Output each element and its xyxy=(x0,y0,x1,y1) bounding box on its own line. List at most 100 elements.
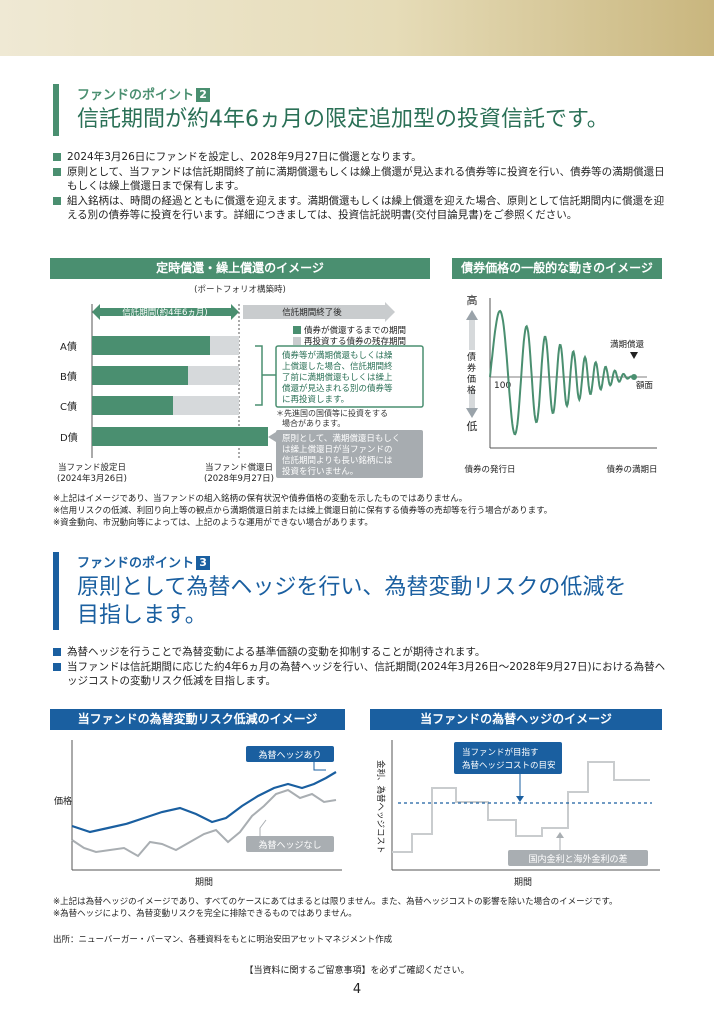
diff-label: 国内金利と海外金利の差 xyxy=(528,853,627,865)
note-line: ※上記は為替ヘッジのイメージであり、すべてのケースにあてはまるとは限りません。ま… xyxy=(53,897,618,907)
point3-label: ファンドのポイント 3 xyxy=(77,552,211,571)
point3-bullets: 為替ヘッジを行うことで為替変動による基準価額の変動を抑制することが期待されます。… xyxy=(53,645,668,689)
hedge-cost-chart-banner: 当ファンドの為替ヘッジのイメージ xyxy=(370,709,662,730)
legend-until: 債券が償還するまでの期間 xyxy=(304,325,406,336)
point2-accent-bar xyxy=(53,84,59,136)
callout1-line: 上償還した場合、信託期間終 xyxy=(282,361,393,372)
cost-xlabel: 期間 xyxy=(514,877,532,888)
unhedged-label-box xyxy=(246,836,334,852)
point3-heading-line: 原則として為替ヘッジを行い、為替変動リスクの低減を xyxy=(77,575,627,600)
callout1-box xyxy=(275,345,424,408)
callout1-text: 債券等が満期償還もしくは繰 上償還した場合、信託期間終 了前に満期償還もしくは繰… xyxy=(282,350,393,405)
callout2-text: 原則として、満期償還日もしく は繰上償還日が当ファンドの 信託期間よりも長い銘柄… xyxy=(282,433,400,477)
note-line: ※資金動向、市況動向等によっては、上記のような運用ができない場合があります。 xyxy=(53,518,373,528)
diff-arrow-icon xyxy=(556,832,564,838)
note-line: ※為替ヘッジにより、為替変動リスクを完全に排除できるものではありません。 xyxy=(53,909,357,919)
callout1-line: に再投資します。 xyxy=(282,394,349,405)
notes1: ※上記はイメージであり、当ファンドの組入銘柄の保有状況や債券価格の変動を示したも… xyxy=(53,493,673,529)
setup-date: (2024年3月26日) xyxy=(57,473,127,484)
hedged-label: 為替ヘッジあり xyxy=(258,749,321,761)
callout1-bracket xyxy=(255,345,263,406)
par-value: 100 xyxy=(494,381,511,391)
bond-price-chart-banner: 債券価格の一般的な動きのイメージ xyxy=(452,258,662,279)
callout1-footnote: 場合があります。 xyxy=(282,418,345,428)
hedge-risk-chart: 価格 期間 為替ヘッジあり 為替ヘッジなし xyxy=(54,740,342,888)
bond-a-until-bar xyxy=(92,336,210,355)
point2-bullets: 2024年3月26日にファンドを設定し、2028年9月27日に償還となります。 … xyxy=(53,150,668,223)
page-number: 4 xyxy=(352,982,362,997)
bond-c-until-bar xyxy=(92,396,173,415)
unhedged-line xyxy=(71,788,337,858)
point3-bullet: 為替ヘッジを行うことで為替変動による基準価額の変動を抑制することが期待されます。 xyxy=(53,645,668,659)
maturity-redeem-label: 満期償還 xyxy=(610,339,645,350)
point3-heading: 原則として為替ヘッジを行い、為替変動リスクの低減を 目指します。 xyxy=(77,574,626,630)
bond-b-remaining-bar xyxy=(188,366,239,385)
point3-label-text: ファンドのポイント xyxy=(77,556,195,571)
hedge-ylabel: 価格 xyxy=(54,795,72,807)
bond-a-remaining-bar xyxy=(210,336,239,355)
notes2: ※上記は為替ヘッジのイメージであり、すべてのケースにあてはまるとは限りません。ま… xyxy=(53,896,673,920)
callout1-line: 償還が見込まれる別の債券等 xyxy=(282,383,393,394)
callout1-line: 債券等が満期償還もしくは繰 xyxy=(282,350,393,361)
callout1-footnote: ＊先進国の国債等に投資をする xyxy=(276,408,388,418)
callout2-line: は繰上償還日が当ファンドの xyxy=(282,444,393,455)
point2-bullet: 組入銘柄は、時間の経過とともに償還を迎えます。満期償還もしくは繰上償還を迎えた場… xyxy=(53,194,668,222)
unhedged-label-pointer xyxy=(259,819,267,836)
point3-bullet-text: 為替ヘッジを行うことで為替変動による基準価額の変動を抑制することが期待されます。 xyxy=(67,646,486,658)
note-line: ※信用リスクの低減、利回り向上等の観点から満期償還日前または繰上償還日前に保有す… xyxy=(53,506,553,516)
issue-date-label: 債券の発行日 xyxy=(464,464,515,475)
bond-b-until-bar xyxy=(92,366,188,385)
bond-label-b: B債 xyxy=(60,370,77,383)
low-label: 低 xyxy=(467,420,478,433)
callout2-box xyxy=(276,430,423,478)
bond-c-remaining-bar xyxy=(173,396,239,415)
redemption-chart: (ポートフォリオ構築時) 信託期間(約4年6ヵ月) 信託期間終了後 債券が償還す… xyxy=(57,284,424,484)
point3-bullet-text: 当ファンドは信託期間に応じた約4年6ヵ月の為替ヘッジを行い、信託期間(2024年… xyxy=(67,661,666,687)
note-line: ※上記はイメージであり、当ファンドの組入銘柄の保有状況や債券価格の変動を示したも… xyxy=(53,494,468,504)
point2-label: ファンドのポイント 2 xyxy=(77,84,211,103)
bond-price-chart: 高 低 債券価格 100 満期償還 額面 債券の発行日 債券の満期日 xyxy=(464,293,657,475)
point2-heading: 信託期間が約4年6ヵ月の限定追加型の投資信託です。 xyxy=(77,107,609,132)
arrow-shaft-upper xyxy=(469,320,475,350)
setup-date-label: 当ファンド設定日 xyxy=(58,462,126,473)
hedge-risk-chart-banner: 当ファンドの為替変動リスク低減のイメージ xyxy=(50,709,345,730)
after-term-arrow xyxy=(243,302,395,322)
hedge-xlabel: 期間 xyxy=(195,877,213,888)
legend-swatch-until xyxy=(293,326,301,334)
unhedged-label: 為替ヘッジなし xyxy=(258,839,321,851)
target-label-line: 当ファンドが目指す xyxy=(462,747,539,758)
maturity-arrow-icon xyxy=(630,352,638,359)
point3-accent-bar xyxy=(53,552,59,630)
point3-bullet: 当ファンドは信託期間に応じた約4年6ヵ月の為替ヘッジを行い、信託期間(2024年… xyxy=(53,660,668,688)
ylabel-bond-price: 債券価格 xyxy=(467,351,476,396)
target-label-box xyxy=(454,742,562,774)
trust-period-arrow xyxy=(92,304,239,320)
point2-label-text: ファンドのポイント xyxy=(77,88,195,103)
point2-number-badge: 2 xyxy=(196,88,211,102)
maturity-point xyxy=(631,374,637,380)
hedged-label-box xyxy=(246,746,334,762)
bond-d-bar xyxy=(92,427,268,446)
hedged-label-pointer xyxy=(313,762,326,771)
up-arrow-icon xyxy=(466,310,478,320)
redeem-date: (2028年9月27日) xyxy=(204,473,274,484)
diff-label-box xyxy=(508,850,648,866)
callout2-line: 信託期間よりも長い銘柄には xyxy=(282,455,393,466)
high-label: 高 xyxy=(467,293,478,307)
bond-price-curve xyxy=(489,309,635,436)
cost-ylabel: 金利、為替ヘッジコスト xyxy=(375,760,386,854)
callout2-line: 投資を行いません。 xyxy=(282,466,358,477)
point3-heading-line: 目指します。 xyxy=(77,603,207,628)
bond-label-d: D債 xyxy=(60,431,78,444)
trust-period-label: 信託期間(約4年6ヵ月) xyxy=(122,307,207,318)
callout2-pointer xyxy=(268,432,276,442)
bond-label-c: C債 xyxy=(60,400,77,413)
callout1-line: 了前に満期償還もしくは繰上 xyxy=(282,372,393,383)
point2-bullet-text: 原則として、当ファンドは信託期間終了前に満期償還もしくは繰上償還が見込まれる債券… xyxy=(67,166,665,192)
down-arrow-icon xyxy=(466,408,478,418)
hedged-line xyxy=(71,771,337,834)
maturity-date-label: 債券の満期日 xyxy=(606,464,657,475)
face-value-label: 額面 xyxy=(636,380,654,391)
target-arrow-icon xyxy=(516,796,524,802)
point2-bullet: 原則として、当ファンドは信託期間終了前に満期償還もしくは繰上償還が見込まれる債券… xyxy=(53,165,668,193)
